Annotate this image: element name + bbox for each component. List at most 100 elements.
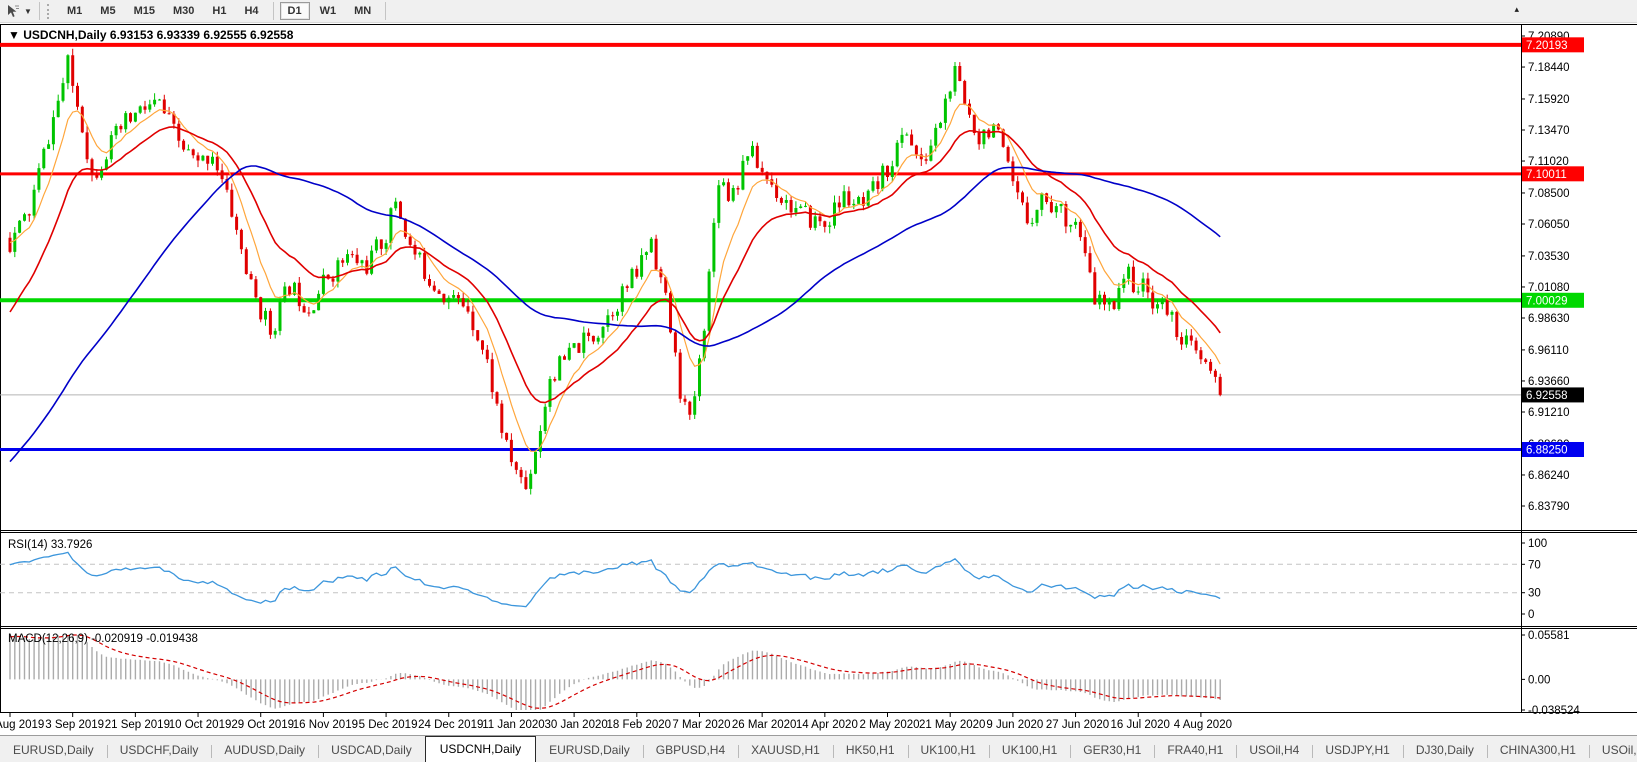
timeframe-button-h1[interactable]: H1 (204, 2, 234, 20)
rsi-axis-label: 100 (1528, 538, 1547, 550)
price-tick-label: 7.15920 (1528, 94, 1570, 106)
tab-separator (1588, 745, 1590, 758)
tab-separator (988, 745, 990, 758)
tab-separator (318, 745, 320, 758)
chart-tab-ger30-h1[interactable]: GER30,H1 (1070, 739, 1156, 762)
macd-histogram (9, 635, 1221, 710)
chart-tab-audusd-daily[interactable]: AUDUSD,Daily (211, 739, 320, 762)
chart-tab-china300-h1[interactable]: CHINA300,H1 (1487, 739, 1590, 762)
timeframe-group: M1 M5 M15 M30 H1 H4 (58, 2, 268, 20)
bull-wicks (14, 54, 1187, 495)
price-tick-label: 7.08500 (1528, 188, 1570, 200)
macd-axis-label: 0.05581 (1528, 630, 1570, 642)
toolbar-grip-handle[interactable] (47, 3, 52, 19)
chart-tab-uk100-h1[interactable]: UK100,H1 (908, 739, 990, 762)
hline-price-label-bg (1522, 441, 1584, 457)
price-tick-label: 7.18440 (1528, 62, 1570, 74)
date-label: 21 Sep 2019 (105, 719, 170, 731)
rsi-panel: 100 70 30 0 RSI(14) 33.7926 (0, 538, 1547, 621)
chart-title: ▼ USDCNH,Daily 6.93153 6.93339 6.92555 6… (8, 28, 294, 42)
tab-separator (1154, 745, 1156, 758)
date-label: 18 Feb 2020 (606, 719, 671, 731)
rsi-line (9, 551, 1221, 608)
date-label: 29 Oct 2019 (231, 719, 294, 731)
date-label: 14 Apr 2020 (796, 719, 858, 731)
price-tick-label: 7.06050 (1528, 219, 1570, 231)
price-axis-badges: 7.20193 7.10011 7.00029 6.88250 6.92558 (1522, 37, 1584, 457)
date-label: 10 Oct 2019 (169, 719, 232, 731)
date-label: 27 Jun 2020 (1046, 719, 1109, 731)
date-label: 16 Jul 2020 (1110, 719, 1169, 731)
macd-panel: 0.05581 0.00 -0.038524 MACD(12,26,9) -0.020… (8, 630, 1580, 717)
timeframe-toolbar: ▼ M1 M5 M15 M30 H1 H4 D1 W1 MN ▴ (0, 0, 1637, 23)
chart-tab-fra40-h1[interactable]: FRA40,H1 (1154, 739, 1238, 762)
candlesticks (8, 48, 1222, 495)
macd-axis-label: -0.038524 (1528, 705, 1580, 717)
date-label: 21 May 2020 (919, 719, 986, 731)
chart-tab-hk50-h1[interactable]: HK50,H1 (833, 739, 909, 762)
cursor-tool-glyph (8, 5, 19, 17)
chart-canvas[interactable]: 7.208907.184407.159207.134707.110207.085… (0, 23, 1637, 735)
chart-tab-usoil-h1[interactable]: USOil,H1 (1601, 743, 1637, 757)
date-label: 3 Sep 2019 (45, 719, 104, 731)
toolbar-overflow-icon[interactable]: ▴ (1514, 4, 1519, 14)
chart-tab-dj30-daily[interactable]: DJ30,Daily (1403, 739, 1488, 762)
tab-separator (1486, 745, 1488, 758)
timeframe-button-m1[interactable]: M1 (59, 2, 90, 20)
chart-tab-gbpusd-h4[interactable]: GBPUSD,H4 (643, 739, 740, 762)
horizontal-lines[interactable] (0, 42, 1521, 451)
macd-axis-label: 0.00 (1528, 674, 1550, 686)
date-label: 5 Dec 2019 (359, 719, 418, 731)
toolbar-separator (272, 2, 274, 20)
ma-fast-line (9, 103, 1221, 452)
bear-bodies (8, 55, 1222, 490)
macd-indicator-label: MACD(12,26,9) -0.020919 -0.019438 (8, 633, 198, 645)
rsi-indicator-label: RSI(14) 33.7926 (8, 539, 92, 551)
timeframe-button-m5[interactable]: M5 (92, 2, 123, 20)
hline-price-label: 6.88250 (1526, 444, 1568, 456)
price-tick-label: 7.11020 (1528, 156, 1569, 168)
date-label: 2 May 2020 (859, 719, 919, 731)
tab-separator (106, 745, 108, 758)
price-tick-label: 6.83790 (1528, 501, 1570, 513)
chart-tab-usdcad-daily[interactable]: USDCAD,Daily (331, 743, 412, 757)
cursor-dropdown-caret-icon[interactable]: ▼ (24, 6, 32, 16)
hline-price-label: 7.20193 (1526, 40, 1568, 52)
chart-tab-usdcnh-daily[interactable]: USDCNH,Daily (424, 736, 537, 762)
timeframe-button-h4[interactable]: H4 (236, 2, 266, 20)
chart-tab-xauusd-h1[interactable]: XAUUSD,H1 (738, 739, 834, 762)
chart-tab-uk100-h1[interactable]: UK100,H1 (989, 739, 1072, 762)
current-price-label: 6.92558 (1526, 390, 1568, 402)
timeframe-button-w1[interactable]: W1 (312, 2, 345, 20)
rsi-axis-label: 30 (1528, 588, 1541, 600)
tab-separator (1402, 745, 1404, 758)
date-label: 9 Jun 2020 (986, 719, 1043, 731)
date-label: 7 Mar 2020 (672, 719, 730, 731)
tab-separator (642, 745, 644, 758)
cursor-tool-icon[interactable] (4, 2, 22, 20)
chart-tab-usdchf-daily[interactable]: USDCHF,Daily (107, 739, 213, 762)
date-label: 30 Jan 2020 (544, 719, 607, 731)
chart-tab-eurusd-daily[interactable]: EURUSD,Daily (0, 739, 108, 762)
price-axis[interactable]: 7.208907.184407.159207.134707.110207.085… (1521, 31, 1570, 513)
current-price-label-bg (1522, 387, 1584, 403)
price-tick-label: 6.98630 (1528, 313, 1570, 325)
rsi-axis-label: 70 (1528, 559, 1541, 571)
chart-tab-eurusd-daily[interactable]: EURUSD,Daily (536, 739, 644, 762)
chart-tab-usdjpy-h1[interactable]: USDJPY,H1 (1312, 739, 1404, 762)
timeframe-button-d1[interactable]: D1 (279, 2, 310, 20)
toolbar-separator (385, 2, 387, 20)
chart-title-text: ▼ USDCNH,Daily 6.93153 6.93339 6.92555 6… (8, 28, 294, 42)
bull-bodies (13, 55, 1188, 489)
chart-tab-usoil-h4[interactable]: USOil,H4 (1236, 739, 1314, 762)
price-tick-label: 7.03530 (1528, 251, 1570, 263)
date-label: 26 Mar 2020 (732, 719, 797, 731)
timeframe-button-m30[interactable]: M30 (165, 2, 202, 20)
price-tick-label: 7.13470 (1528, 125, 1570, 137)
date-label: 24 Dec 2019 (418, 719, 483, 731)
timeframe-button-m15[interactable]: M15 (126, 2, 163, 20)
chart-tab-bar: EURUSD,Daily USDCHF,Daily AUDUSD,Daily USDC… (0, 735, 1637, 762)
timeframe-button-mn[interactable]: MN (346, 2, 379, 20)
tab-separator (1312, 745, 1314, 758)
